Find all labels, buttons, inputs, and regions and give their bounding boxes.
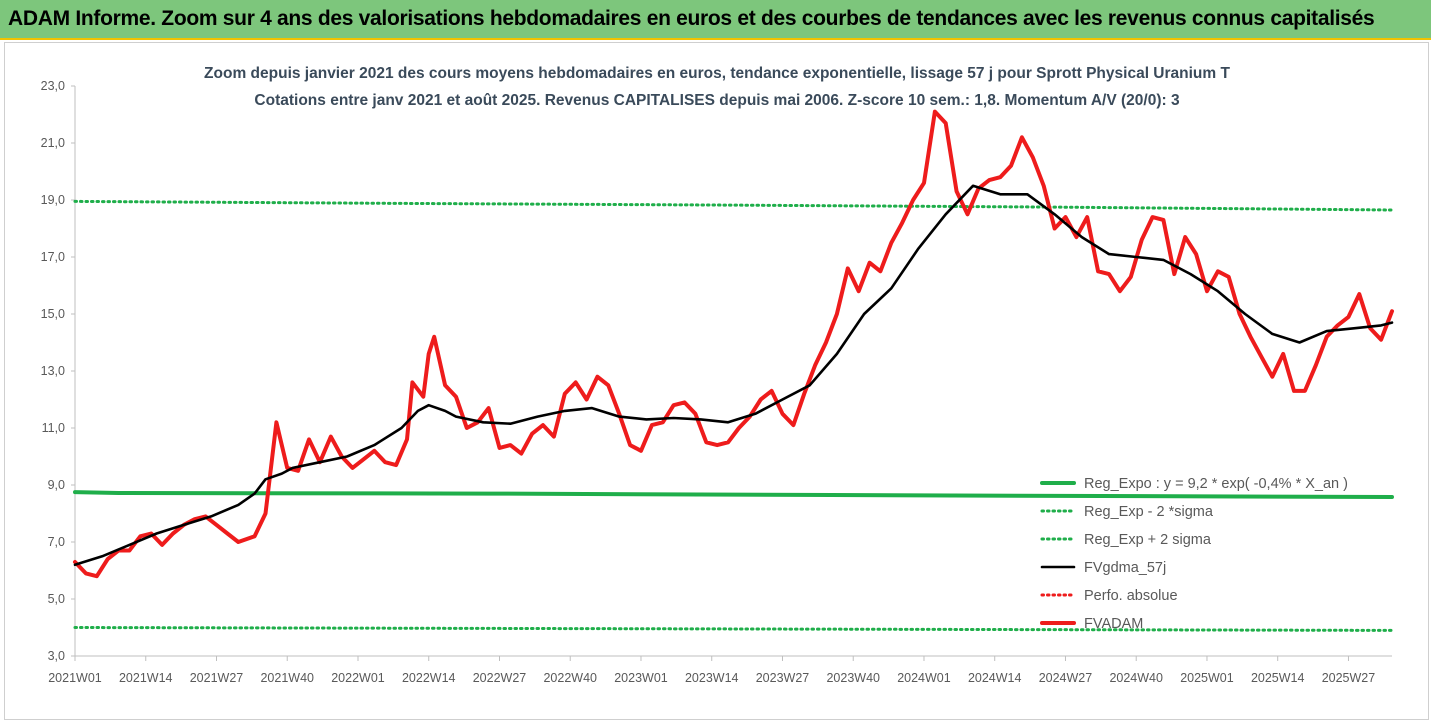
x-tick-label: 2024W27 xyxy=(1039,671,1093,685)
y-tick-label: 17,0 xyxy=(41,250,65,264)
y-tick-label: 3,0 xyxy=(48,649,65,663)
x-tick-labels: 2021W01 2021W14 2021W27 2021W40 2022W01 2022W… xyxy=(48,656,1375,685)
legend-label: Reg_Exp - 2 *sigma xyxy=(1084,504,1214,520)
x-tick-label: 2022W01 xyxy=(331,671,385,685)
legend-label: Reg_Expo : y = 9,2 * exp( -0,4% * X_an ) xyxy=(1084,476,1348,492)
x-tick-label: 2021W01 xyxy=(48,671,102,685)
series-layer xyxy=(73,109,1394,632)
x-tick-label: 2024W01 xyxy=(897,671,951,685)
x-tick-label: 2023W01 xyxy=(614,671,668,685)
y-tick-label: 21,0 xyxy=(41,136,65,150)
legend-label: Reg_Exp + 2 sigma xyxy=(1084,532,1212,548)
y-tick-label: 19,0 xyxy=(41,193,65,207)
x-tick-label: 2021W27 xyxy=(190,671,244,685)
x-tick-label: 2025W14 xyxy=(1251,671,1305,685)
series-fvgdma-57j xyxy=(73,184,1394,567)
series-fvadam xyxy=(73,109,1394,579)
y-tick-label: 13,0 xyxy=(41,364,65,378)
x-tick-label: 2021W14 xyxy=(119,671,173,685)
chart-title-line2: Cotations entre janv 2021 et août 2025. … xyxy=(254,92,1180,109)
legend-label: Perfo. absolue xyxy=(1084,588,1178,604)
chart-frame xyxy=(4,42,1429,720)
series-reg-plus-2sigma xyxy=(73,199,1394,212)
banner-title: ADAM Informe. Zoom sur 4 ans des valoris… xyxy=(8,7,1375,30)
x-tick-label: 2021W40 xyxy=(260,671,314,685)
banner: ADAM Informe. Zoom sur 4 ans des valoris… xyxy=(0,0,1431,40)
chart-title-line1: Zoom depuis janvier 2021 des cours moyen… xyxy=(204,65,1230,82)
x-tick-label: 2024W40 xyxy=(1109,671,1163,685)
y-tick-label: 15,0 xyxy=(41,307,65,321)
y-tick-label: 9,0 xyxy=(48,478,65,492)
legend-label: FVgdma_57j xyxy=(1084,560,1166,576)
legend-label: FVADAM xyxy=(1084,616,1143,632)
x-tick-label: 2025W01 xyxy=(1180,671,1234,685)
series-reg-minus-2sigma xyxy=(73,626,1394,632)
x-tick-label: 2022W27 xyxy=(473,671,527,685)
y-tick-label: 7,0 xyxy=(48,535,65,549)
x-tick-label: 2022W14 xyxy=(402,671,456,685)
y-tick-label: 11,0 xyxy=(42,421,65,435)
x-tick-label: 2023W14 xyxy=(685,671,739,685)
x-tick-label: 2023W27 xyxy=(756,671,810,685)
x-tick-label: 2023W40 xyxy=(826,671,880,685)
y-tick-labels: 3,0 5,0 7,0 9,0 11,0 13,0 15,0 17,0 19,0 21,0 23,0 xyxy=(41,79,75,663)
x-tick-label: 2025W27 xyxy=(1322,671,1376,685)
series-reg-expo xyxy=(73,490,1394,499)
y-tick-label: 5,0 xyxy=(48,592,65,606)
x-tick-label: 2024W14 xyxy=(968,671,1022,685)
legend: Reg_Expo : y = 9,2 * exp( -0,4% * X_an )… xyxy=(1040,476,1348,632)
y-tick-label: 23,0 xyxy=(41,79,65,93)
x-tick-label: 2022W40 xyxy=(543,671,597,685)
